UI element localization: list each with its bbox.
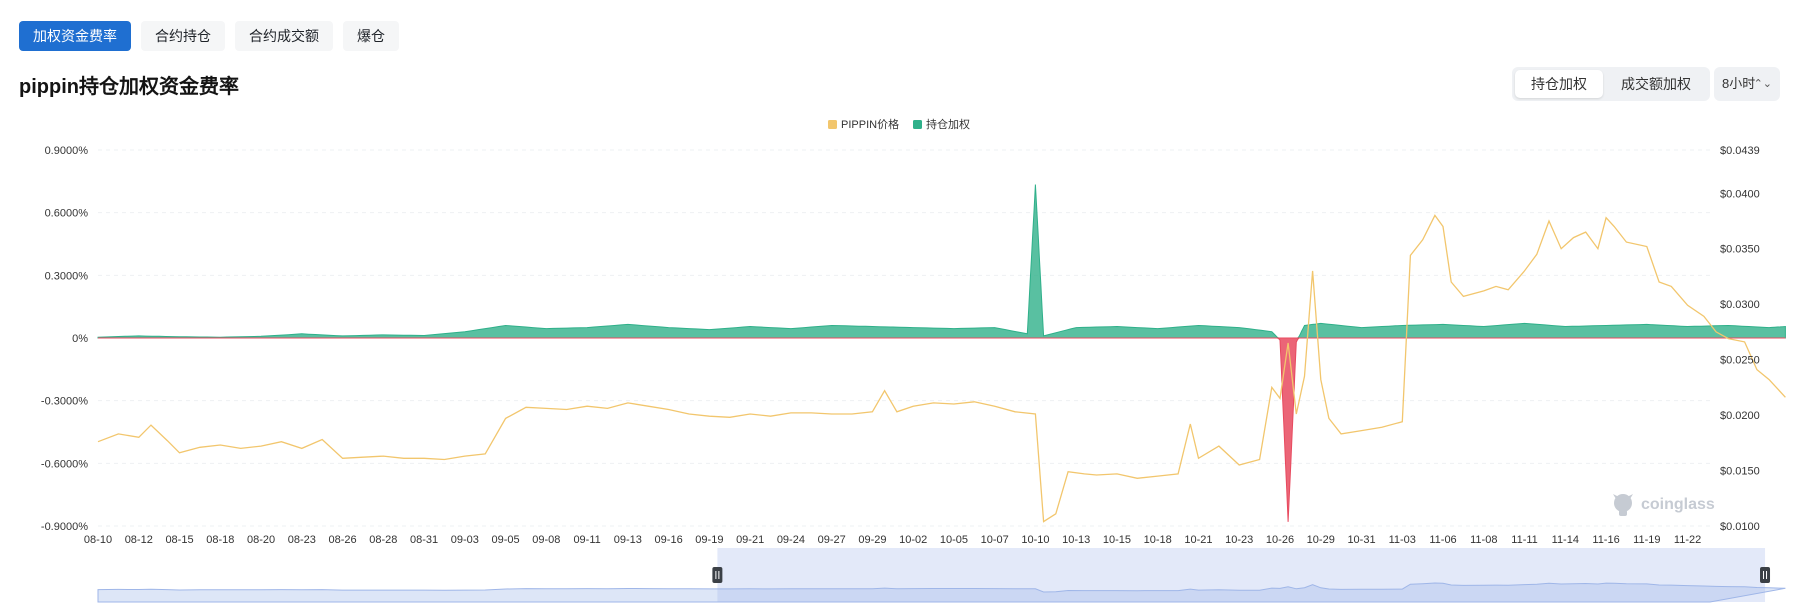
y-right-tick-label: $0.0400 <box>1720 188 1760 200</box>
x-tick-label: 11-08 <box>1470 534 1497 546</box>
x-tick-label: 08-18 <box>206 534 234 546</box>
y-right-tick-label: $0.0250 <box>1720 355 1760 367</box>
x-tick-label: 09-29 <box>858 534 886 546</box>
funding-rate-positive-area <box>97 184 1786 339</box>
x-tick-label: 09-08 <box>532 534 560 546</box>
tab-volume[interactable]: 合约成交额 <box>235 21 333 51</box>
volume-weighted-button[interactable]: 成交额加权 <box>1621 76 1691 92</box>
chevron-up-down-icon: ⌃⌄ <box>1753 78 1772 90</box>
weight-toggle: 持仓加权 成交额加权 <box>1512 67 1710 101</box>
y-right-tick-label: $0.0350 <box>1720 244 1760 256</box>
navigator-selected-range[interactable] <box>717 548 1766 602</box>
y-left-tick-label: -0.3000% <box>41 396 88 408</box>
x-tick-label: 08-20 <box>247 534 275 546</box>
y-right-tick-label: $0.0150 <box>1720 466 1760 478</box>
page-title: pippin持仓加权资金费率 <box>19 76 239 98</box>
x-tick-label: 09-21 <box>736 534 764 546</box>
tab-liquidations[interactable]: 爆仓 <box>343 21 399 51</box>
x-tick-label: 11-19 <box>1633 534 1660 546</box>
x-tick-label: 10-02 <box>899 534 927 546</box>
legend-label-price[interactable]: PIPPIN价格 <box>841 117 899 131</box>
funding-rate-negative-area <box>98 337 1786 522</box>
navigator-price-preview <box>97 582 1786 603</box>
x-tick-label: 10-18 <box>1144 534 1172 546</box>
axes: 0.9000% 0.6000% 0.3000% 0% -0.3000% -0.6000% -… <box>41 145 1760 546</box>
x-tick-label: 08-28 <box>369 534 397 546</box>
y-left-tick-label: 0.9000% <box>45 145 89 157</box>
y-left-tick-label: -0.6000% <box>41 458 88 470</box>
price-line <box>97 214 1786 523</box>
x-tick-label: 08-23 <box>288 534 316 546</box>
interval-select[interactable]: 8小时 ⌃⌄ <box>1714 67 1780 101</box>
x-tick-label: 10-29 <box>1307 534 1335 546</box>
x-tick-label: 10-07 <box>981 534 1009 546</box>
x-tick-label: 11-16 <box>1592 534 1619 546</box>
x-tick-label: 10-26 <box>1266 534 1294 546</box>
funding-rate-series <box>97 184 1786 522</box>
y-left-tick-label: 0.3000% <box>45 270 89 282</box>
x-tick-label: 10-15 <box>1103 534 1131 546</box>
x-tick-label: 09-13 <box>614 534 642 546</box>
x-tick-label: 11-22 <box>1674 534 1701 546</box>
x-tick-label: 11-14 <box>1552 534 1579 546</box>
tab-weighted-funding-rate[interactable]: 加权资金费率 <box>19 21 131 51</box>
legend-swatch-price <box>828 120 837 129</box>
legend-label-rate[interactable]: 持仓加权 <box>926 117 970 131</box>
x-tick-label: 10-31 <box>1347 534 1375 546</box>
x-tick-label: 11-06 <box>1429 534 1456 546</box>
x-tick-label: 10-21 <box>1184 534 1212 546</box>
tab-open-interest[interactable]: 合约持仓 <box>141 21 225 51</box>
y-right-tick-label: $0.0439 <box>1720 145 1760 157</box>
oi-weighted-button[interactable]: 持仓加权 <box>1515 70 1603 98</box>
x-tick-label: 09-19 <box>695 534 723 546</box>
x-tick-label: 11-11 <box>1511 534 1538 546</box>
x-tick-label: 09-11 <box>573 534 600 546</box>
watermark: coinglass <box>1613 494 1715 516</box>
navigator-handle-right[interactable] <box>1760 567 1771 583</box>
y-left-tick-label: 0.6000% <box>45 208 89 220</box>
y-left-tick-label: 0% <box>72 333 88 345</box>
x-tick-label: 08-15 <box>165 534 193 546</box>
tab-bar: 加权资金费率 合约持仓 合约成交额 爆仓 <box>19 21 399 51</box>
x-tick-label: 10-05 <box>940 534 968 546</box>
legend-swatch-rate <box>913 120 922 129</box>
y-right-tick-label: $0.0100 <box>1720 521 1760 533</box>
price-series <box>97 214 1786 523</box>
x-tick-label: 11-03 <box>1389 534 1416 546</box>
x-tick-label: 09-16 <box>655 534 683 546</box>
navigator-handle-left[interactable] <box>712 567 723 583</box>
x-tick-label: 09-03 <box>451 534 479 546</box>
x-tick-label: 10-23 <box>1225 534 1253 546</box>
y-right-tick-label: $0.0200 <box>1720 410 1760 422</box>
coinglass-logo-icon <box>1613 494 1633 516</box>
x-tick-label: 09-27 <box>818 534 846 546</box>
x-tick-label: 10-13 <box>1062 534 1090 546</box>
range-navigator[interactable] <box>97 548 1786 603</box>
legend[interactable]: PIPPIN价格 持仓加权 <box>828 117 970 131</box>
x-tick-label: 08-12 <box>125 534 153 546</box>
x-tick-label: 08-31 <box>410 534 438 546</box>
x-tick-label: 08-26 <box>328 534 356 546</box>
x-tick-label: 09-24 <box>777 534 805 546</box>
x-tick-label: 10-10 <box>1021 534 1049 546</box>
x-tick-label: 09-05 <box>492 534 520 546</box>
y-left-tick-label: -0.9000% <box>41 521 88 533</box>
interval-value: 8小时 <box>1722 76 1756 91</box>
x-tick-label: 08-10 <box>84 534 112 546</box>
y-right-tick-label: $0.0300 <box>1720 299 1760 311</box>
watermark-text: coinglass <box>1641 496 1715 513</box>
